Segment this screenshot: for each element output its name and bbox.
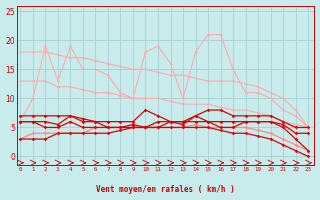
X-axis label: Vent moyen/en rafales ( km/h ): Vent moyen/en rafales ( km/h ) xyxy=(96,185,235,194)
